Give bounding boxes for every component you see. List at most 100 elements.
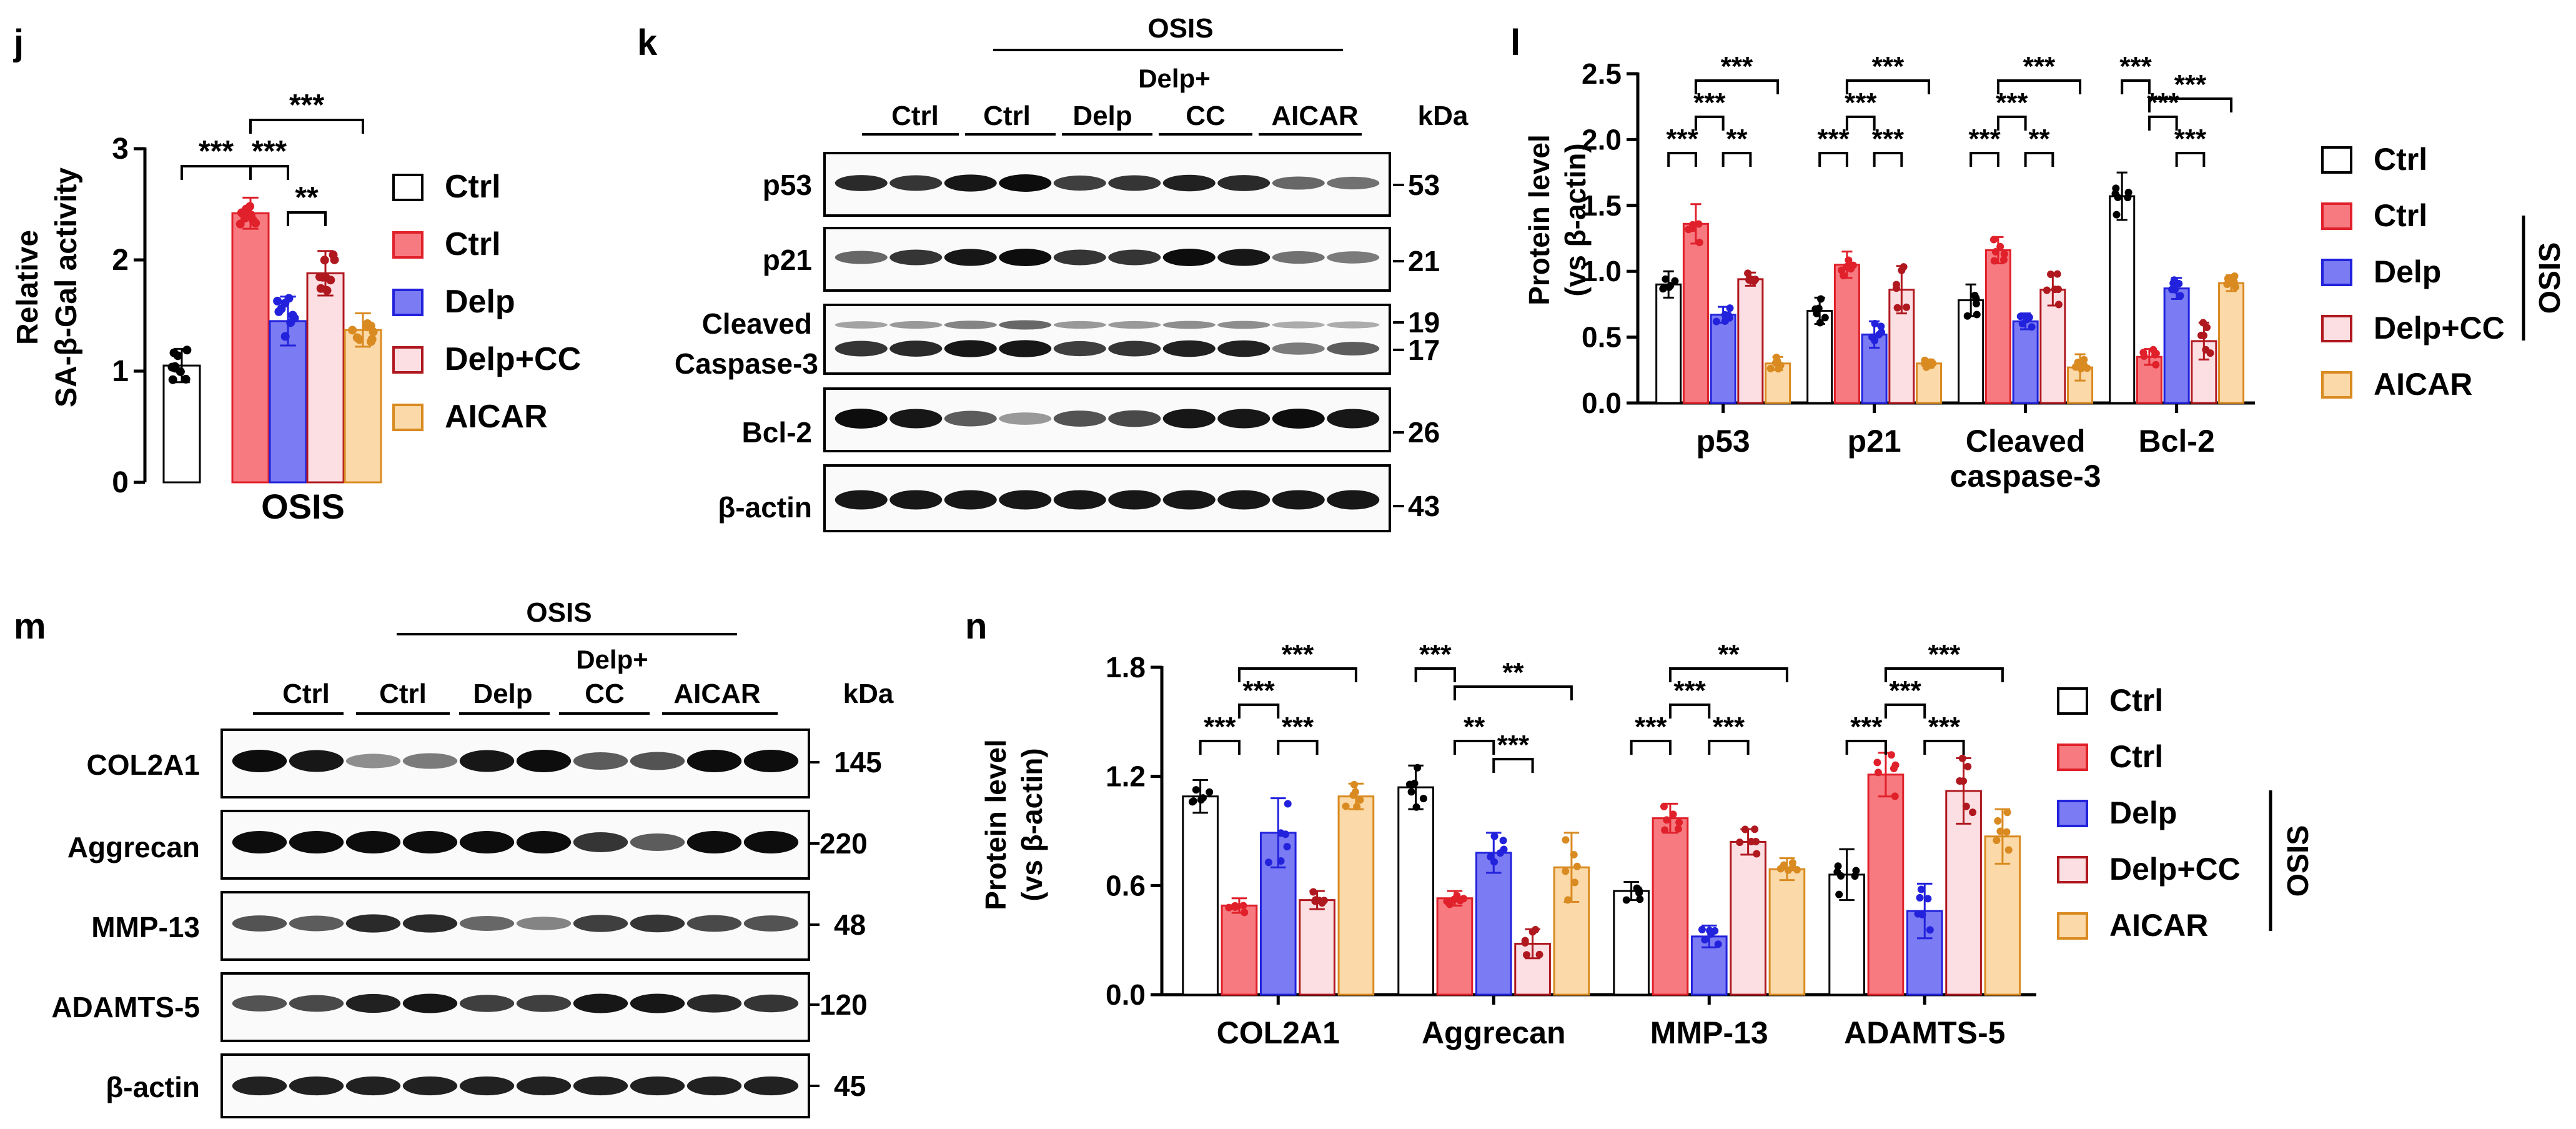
n-data-point bbox=[1993, 836, 2001, 844]
k-kda-value: 21 bbox=[1408, 245, 1440, 277]
l-bar bbox=[1984, 249, 2011, 404]
n-bar bbox=[1768, 868, 1806, 996]
l-bar bbox=[1737, 278, 1764, 404]
l-data-point bbox=[2231, 283, 2239, 291]
l-data-point bbox=[1766, 364, 1775, 372]
n-sig-label: *** bbox=[1204, 712, 1236, 742]
j-data-point bbox=[240, 214, 249, 223]
m-lane-label: Delp bbox=[473, 679, 532, 709]
n-sig-bracket bbox=[1453, 740, 1495, 755]
j-legend-label: AICAR bbox=[445, 399, 548, 435]
m-blot-band bbox=[459, 915, 515, 932]
m-blot-band bbox=[459, 1076, 515, 1096]
n-data-point bbox=[1284, 800, 1292, 808]
n-sig-label: *** bbox=[1713, 712, 1745, 742]
n-data-point bbox=[1956, 777, 1964, 785]
m-row-label: MMP-13 bbox=[91, 911, 200, 943]
n-category-label: ADAMTS-5 bbox=[1844, 1015, 2005, 1050]
m-lane-label: Ctrl bbox=[379, 679, 427, 709]
l-data-point bbox=[1726, 304, 1734, 312]
k-blot-band bbox=[1108, 410, 1161, 427]
n-category-label: MMP-13 bbox=[1650, 1015, 1768, 1050]
m-blot-band bbox=[232, 1076, 287, 1096]
l-data-point bbox=[1990, 257, 1998, 265]
l-category-label: Cleaved bbox=[1966, 424, 2086, 459]
m-blot-band bbox=[686, 994, 742, 1013]
j-data-point bbox=[181, 374, 191, 384]
k-blot-band bbox=[1217, 409, 1271, 429]
k-row-label: Bcl-2 bbox=[742, 416, 812, 449]
m-blot-band bbox=[573, 915, 628, 932]
l-data-point bbox=[1991, 247, 1999, 256]
j-legend-swatch bbox=[392, 404, 424, 431]
l-bars bbox=[1655, 171, 2245, 404]
l-sig-bracket bbox=[2175, 152, 2206, 167]
k-blot-strip bbox=[823, 304, 1391, 375]
m-blot-band bbox=[402, 753, 458, 769]
l-legend-swatch bbox=[2321, 259, 2352, 286]
n-data-point bbox=[1661, 826, 1669, 834]
j-data-point bbox=[171, 364, 180, 373]
k-blot-band bbox=[1217, 321, 1271, 329]
l-data-point bbox=[1665, 283, 1673, 291]
l-sig-bracket bbox=[2024, 152, 2054, 167]
m-blot-band bbox=[402, 914, 458, 933]
n-ytick-label: 1.2 bbox=[1106, 760, 1146, 793]
n-osis-label: OSIS bbox=[2282, 825, 2315, 897]
l-ytick-label: 1.0 bbox=[1582, 255, 1622, 287]
j-data-point bbox=[286, 318, 295, 327]
l-sig-bracket bbox=[1721, 152, 1752, 167]
l-data-point bbox=[1685, 226, 1693, 234]
n-data-point bbox=[1356, 796, 1364, 804]
l-data-point bbox=[1898, 266, 1906, 274]
j-ylabel-line2: SA-β-Gal activity bbox=[50, 167, 83, 407]
n-sig-label: ** bbox=[1464, 712, 1485, 742]
n-legend-label: Ctrl bbox=[2109, 739, 2163, 774]
l-sig-bracket bbox=[1845, 79, 1931, 94]
n-data-point bbox=[1994, 817, 2002, 825]
n-data-point bbox=[1964, 762, 1972, 770]
k-blot-band bbox=[1053, 410, 1106, 427]
k-blot-band bbox=[999, 412, 1052, 425]
l-data-point bbox=[1892, 284, 1900, 292]
panel-n: n Protein level (vs β-actin) 0.0 0.6 1.2 1.… bbox=[965, 606, 2315, 1050]
m-blot-band bbox=[345, 831, 401, 853]
n-bar bbox=[1613, 890, 1650, 996]
j-legend-label: Delp+CC bbox=[445, 341, 581, 377]
m-blot-band bbox=[345, 1076, 401, 1096]
l-data-point bbox=[1847, 265, 1855, 273]
l-data-point bbox=[1963, 312, 1971, 320]
m-blot-band bbox=[232, 995, 287, 1012]
n-data-point bbox=[1873, 758, 1881, 767]
l-data-point bbox=[1996, 242, 2004, 251]
n-data-point bbox=[1834, 862, 1842, 870]
k-blot-band bbox=[1053, 490, 1106, 510]
l-sig-label: *** bbox=[2174, 124, 2207, 154]
m-blot-band bbox=[289, 995, 344, 1012]
k-kda-value: 43 bbox=[1408, 490, 1440, 522]
l-sig-label: ** bbox=[1726, 124, 1748, 154]
n-sig-bracket bbox=[1884, 667, 2004, 682]
l-data-point bbox=[1695, 239, 1703, 247]
m-blot-band bbox=[289, 915, 344, 932]
n-legend-swatch bbox=[2057, 744, 2088, 771]
n-data-point bbox=[1496, 849, 1504, 857]
n-data-point bbox=[1206, 788, 1214, 796]
n-data-point bbox=[1528, 928, 1537, 936]
l-data-point bbox=[1773, 354, 1781, 362]
n-legend-swatch bbox=[2057, 687, 2088, 715]
j-sig-label: *** bbox=[289, 89, 324, 122]
n-data-point bbox=[1309, 888, 1317, 896]
n-sig-label: ** bbox=[1718, 639, 1740, 670]
l-legend-label: Ctrl bbox=[2374, 198, 2427, 233]
l-data-point bbox=[1751, 276, 1760, 284]
k-blot-band bbox=[1108, 175, 1161, 191]
n-data-point bbox=[1342, 802, 1350, 810]
n-sig-label: *** bbox=[1889, 675, 1921, 706]
l-data-point bbox=[1659, 285, 1667, 293]
m-blots bbox=[220, 729, 810, 1118]
l-bar bbox=[1682, 222, 1709, 404]
k-kda-value: 17 bbox=[1408, 334, 1440, 366]
n-bar bbox=[1730, 840, 1766, 996]
n-data-point bbox=[1891, 761, 1900, 769]
